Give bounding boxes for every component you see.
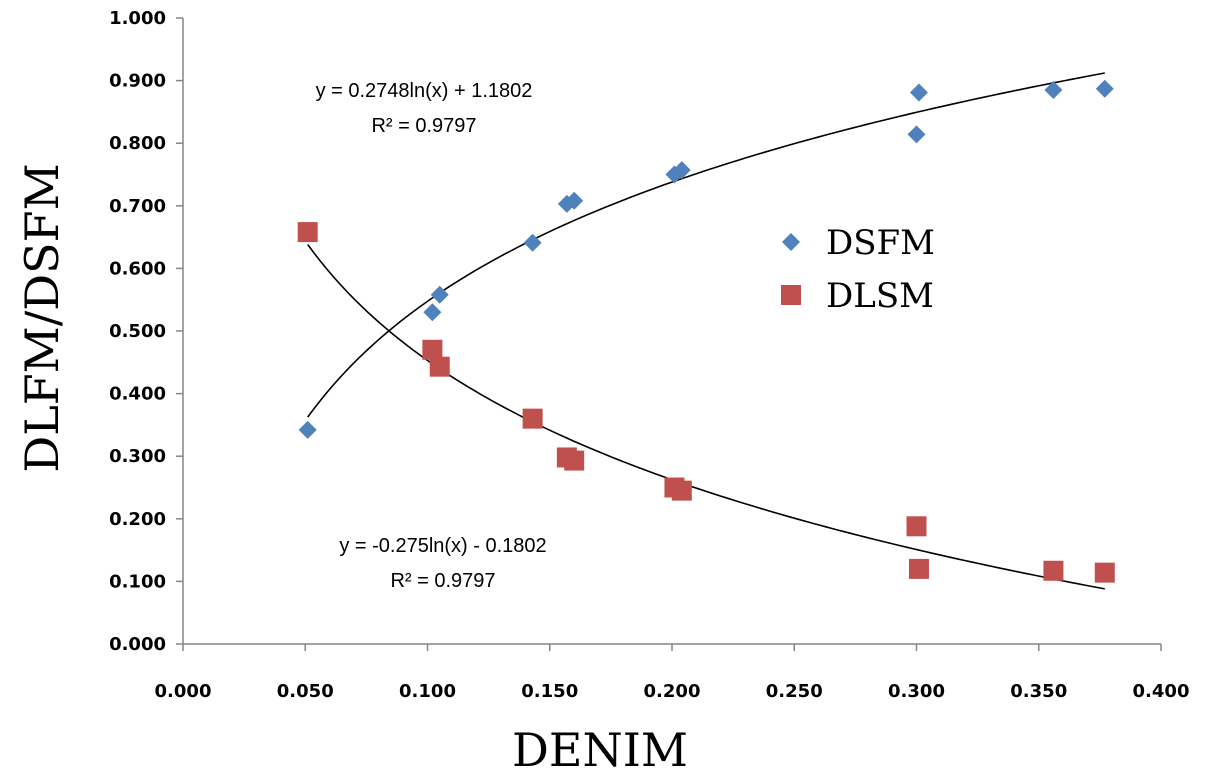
y-tick-label: 0.100 — [109, 571, 166, 592]
x-tick-label: 0.000 — [155, 681, 212, 702]
x-tick-label: 0.250 — [766, 681, 823, 702]
axes — [176, 17, 1162, 651]
dsfm-point — [672, 161, 691, 180]
y-tick-label: 0.700 — [109, 196, 166, 217]
equation-annotations: y = 0.2748ln(x) + 1.1802 R² = 0.9797 y =… — [316, 80, 547, 592]
y-tick-label: 0.000 — [109, 634, 166, 655]
legend-dsfm-label: DSFM — [826, 223, 935, 263]
legend-dsfm-marker-icon — [782, 233, 800, 251]
y-axis-title: DLFM/DSFM — [15, 163, 69, 472]
x-tick-label: 0.200 — [644, 681, 701, 702]
data-markers — [297, 79, 1115, 583]
x-tick-label: 0.300 — [888, 681, 945, 702]
dlsm-point — [908, 558, 929, 579]
dlsm-point — [564, 450, 585, 471]
dlsm-point — [1043, 560, 1064, 581]
dsfm-equation: y = 0.2748ln(x) + 1.1802 — [316, 80, 533, 102]
trendlines — [307, 72, 1105, 590]
legend-dlsm-label: DLSM — [826, 276, 934, 316]
y-tick-label: 1.000 — [109, 8, 166, 29]
dsfm-r-squared: R² = 0.9797 — [371, 115, 476, 137]
y-tick-label: 0.800 — [109, 133, 166, 154]
y-tick-label: 0.200 — [109, 509, 166, 530]
y-tick-label: 0.500 — [109, 321, 166, 342]
legend-dlsm-marker-icon — [781, 285, 801, 305]
dsfm-point — [907, 125, 926, 144]
dlsm-equation: y = -0.275ln(x) - 0.1802 — [339, 535, 546, 557]
dlsm-point — [422, 339, 443, 360]
dsfm-point — [1095, 79, 1114, 98]
dsfm-point — [423, 303, 442, 322]
dlsm-point — [671, 480, 692, 501]
dsfm-point — [909, 83, 928, 102]
dsfm-point — [523, 233, 542, 252]
x-tick-label: 0.100 — [399, 681, 456, 702]
x-tick-label: 0.400 — [1133, 681, 1190, 702]
dsfm-point — [1044, 80, 1063, 99]
dlsm-point — [297, 222, 318, 243]
x-tick-label: 0.350 — [1010, 681, 1067, 702]
x-tick-label: 0.150 — [521, 681, 578, 702]
y-tick-label: 0.400 — [109, 384, 166, 405]
y-tick-label: 0.600 — [109, 258, 166, 279]
dlsm-point — [906, 516, 927, 537]
dlsm-r-squared: R² = 0.9797 — [390, 570, 495, 592]
y-tick-label: 0.300 — [109, 446, 166, 467]
dsfm-point — [430, 285, 449, 304]
legend: DSFM DLSM — [781, 223, 935, 316]
y-tick-label: 0.900 — [109, 71, 166, 92]
x-axis-title: DENIM — [512, 723, 688, 771]
dsfm-point — [565, 191, 584, 210]
dlsm-point — [429, 356, 450, 377]
legend-dlsm-square — [781, 285, 801, 305]
dlsm-point — [522, 408, 543, 429]
dlsm-point — [1094, 562, 1115, 583]
x-tick-label: 0.050 — [277, 681, 334, 702]
legend-dsfm-diamond — [782, 233, 800, 251]
dsfm-point — [298, 420, 317, 439]
tick-labels: 0.000 0.100 0.200 0.300 0.400 0.500 0.600 0.700… — [109, 8, 1189, 702]
